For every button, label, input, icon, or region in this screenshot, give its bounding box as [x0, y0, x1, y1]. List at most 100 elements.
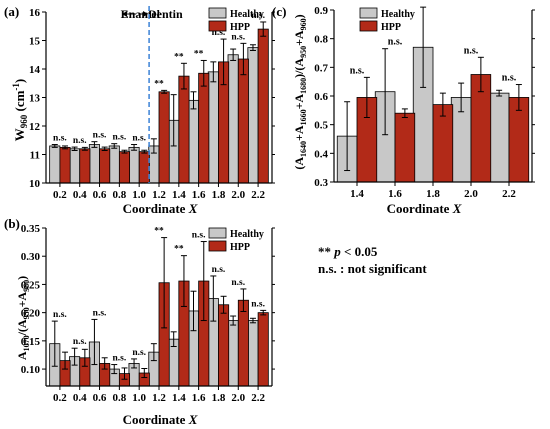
legend-swatch-hpp: [208, 240, 227, 252]
chart-panel-c: (c) (A1640+A1660+A1680)/(A950+A960) Coor…: [272, 0, 535, 216]
y-tick-label-0.8: 0.8: [314, 34, 328, 46]
bar-hpp-0.8: [118, 151, 131, 184]
legend-label-hpp: HPP: [381, 22, 401, 33]
x-tick-label-1.8: 1.8: [426, 188, 440, 200]
bar-healthy-0.2: [49, 145, 61, 184]
y-tick-label-10: 10: [29, 178, 41, 190]
significance-label-0.6: n.s.: [93, 131, 107, 141]
significance-label-2.0: n.s.: [464, 45, 479, 56]
x-tick-label-0.6: 0.6: [93, 392, 107, 404]
y-tick-label-0.9: 0.9: [314, 5, 328, 17]
significance-label-2.0: n.s.: [231, 32, 245, 42]
bar-hpp-2.0: [237, 58, 249, 184]
x-tick-label-1.0: 1.0: [132, 189, 146, 201]
bar-healthy-1.6: [187, 99, 200, 184]
significance-label-1.8: **: [428, 0, 438, 6]
bar-hpp-0.4: [79, 148, 91, 184]
significance-label-1.2: **: [154, 227, 164, 237]
footnote-not-significant: n.s. : not significant: [318, 261, 427, 276]
y-axis-title-c: (A1640+A1660+A1680)/(A950+A960): [292, 14, 308, 169]
bar-hpp-2.0: [237, 299, 249, 387]
significance-label-1.4: n.s.: [350, 65, 365, 76]
y-tick-label-0.35: 0.35: [21, 223, 41, 235]
bar-hpp-1.0: [138, 151, 150, 184]
y-tick-label-0.3: 0.3: [314, 177, 328, 189]
bar-hpp-1.6: [198, 72, 210, 184]
footnote-p-value: ** p < 0.05: [318, 244, 378, 259]
legend-label-hpp: HPP: [230, 22, 250, 33]
bar-hpp-2.2: [257, 312, 269, 387]
significance-label-1.4: **: [174, 245, 184, 255]
y-tick-label-16: 16: [29, 7, 41, 19]
x-tick-label-2.0: 2.0: [464, 188, 478, 200]
significance-label-2.0: n.s.: [231, 278, 245, 288]
x-axis-title-c: Coordinate X: [387, 201, 462, 216]
x-tick-label-0.2: 0.2: [53, 189, 67, 201]
bar-hpp-0.6: [99, 148, 111, 184]
x-tick-label-2.0: 2.0: [231, 392, 245, 404]
x-tick-label-2.2: 2.2: [502, 188, 516, 200]
x-tick-label-0.8: 0.8: [112, 392, 126, 404]
significance-label-0.6: n.s.: [93, 308, 107, 318]
x-tick-label-1.4: 1.4: [172, 189, 186, 201]
legend-label-healthy: Healthy: [230, 229, 264, 240]
x-tick-label-0.4: 0.4: [73, 189, 87, 201]
significance-label-0.2: n.s.: [53, 134, 67, 144]
x-axis-title-a: Coordinate X: [123, 201, 198, 216]
x-tick-label-1.2: 1.2: [152, 392, 166, 404]
x-tick-label-1.8: 1.8: [212, 189, 226, 201]
y-tick-label-0.20: 0.20: [21, 308, 41, 320]
bar-healthy-0.4: [69, 148, 81, 184]
chart-panel-b: (b) A1070/(A950+A960) Coordinate X n.s.n…: [4, 216, 275, 427]
bar-hpp-1.2: [158, 91, 170, 184]
legend-label-hpp: HPP: [230, 242, 250, 253]
bar-hpp-1.8: [218, 304, 230, 387]
x-tick-label-1.4: 1.4: [350, 188, 364, 200]
significance-label-1.6: **: [194, 49, 204, 59]
significance-label-2.2: n.s.: [251, 299, 265, 309]
y-tick-label-0.4: 0.4: [314, 148, 328, 160]
x-tick-label-1.6: 1.6: [388, 188, 402, 200]
y-tick-label-15: 15: [29, 36, 41, 48]
significance-label-1.4: **: [174, 52, 184, 62]
x-tick-label-1.4: 1.4: [172, 392, 186, 404]
y-tick-label-13: 13: [29, 93, 41, 105]
significance-label-1.2: **: [154, 79, 164, 89]
y-tick-label-0.25: 0.25: [21, 279, 41, 291]
dentin-arrowhead: [143, 11, 148, 17]
significance-label-1.6: n.s.: [388, 37, 403, 48]
y-axis-title-a: W960 (cm-1): [11, 79, 29, 142]
x-tick-label-2.0: 2.0: [231, 189, 245, 201]
bar-healthy-0.6: [88, 144, 100, 184]
x-tick-label-2.2: 2.2: [251, 392, 265, 404]
x-tick-label-0.8: 0.8: [112, 189, 126, 201]
significance-label-0.8: n.s.: [112, 133, 126, 143]
bar-healthy-1.0: [128, 146, 140, 184]
legend-swatch-healthy: [359, 7, 378, 19]
significance-label-1.8: n.s.: [212, 28, 226, 38]
y-tick-label-12: 12: [29, 121, 41, 133]
significance-label-0.2: n.s.: [53, 310, 67, 320]
enamel-arrowhead: [122, 11, 127, 17]
region-label-dentin: Dentin: [148, 7, 183, 21]
significance-footnote: ** p < 0.05 n.s. : not significant: [318, 244, 427, 276]
bar-healthy-2.2: [247, 320, 259, 387]
significance-label-1.8: n.s.: [212, 265, 226, 275]
legend-label-healthy: Healthy: [381, 9, 415, 20]
panel-c-label: (c): [272, 4, 286, 19]
panel-a-label: (a): [4, 4, 19, 19]
y-tick-label-14: 14: [29, 64, 41, 76]
legend-label-healthy: Healthy: [230, 9, 264, 20]
bar-healthy-2.0: [227, 54, 239, 184]
significance-label-2.2: n.s.: [251, 11, 265, 21]
y-tick-label-11: 11: [30, 150, 40, 162]
legend-swatch-hpp: [208, 20, 227, 32]
significance-label-1.6: n.s.: [192, 231, 206, 241]
bar-healthy-2.0: [227, 320, 239, 387]
bar-hpp-2.2: [257, 28, 269, 184]
significance-label-1.0: n.s.: [132, 134, 146, 144]
bar-hpp-0.2: [59, 146, 71, 184]
x-tick-label-2.2: 2.2: [251, 189, 265, 201]
bar-healthy-1.8: [207, 71, 219, 184]
